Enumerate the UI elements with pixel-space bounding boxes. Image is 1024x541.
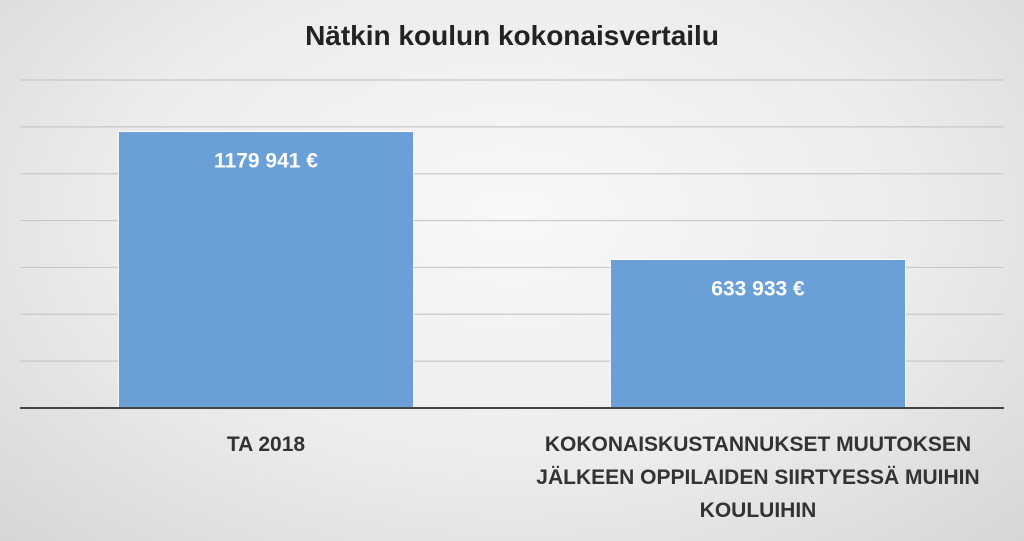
- data-label: 1179 941 €: [214, 150, 318, 173]
- category-label: KOKONAISKUSTANNUKSET MUUTOKSEN JÄLKEEN O…: [536, 433, 980, 522]
- bar: [117, 131, 415, 409]
- data-labels: 1179 941 € 633 933 €: [214, 150, 805, 301]
- chart-title: Nätkin koulun kokonaisvertailu: [305, 20, 719, 51]
- bar: [609, 258, 907, 409]
- category-label: TA 2018: [226, 433, 306, 456]
- data-label: 633 933 €: [711, 277, 805, 300]
- bars: [117, 131, 907, 409]
